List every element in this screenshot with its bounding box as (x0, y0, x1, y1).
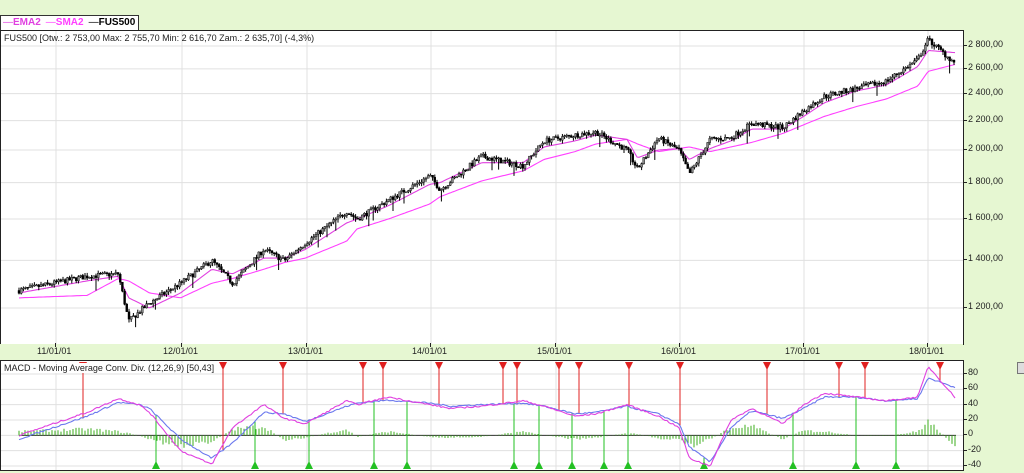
sell-arrow-icon (835, 362, 843, 370)
buy-arrow-icon (568, 461, 576, 469)
macd-panel[interactable]: MACD - Moving Average Conv. Div. (12,26,… (0, 360, 964, 471)
price-y-label: 1 200,00 (968, 301, 1004, 311)
y-tick (963, 465, 967, 466)
date-label: 14/01/01 (412, 346, 448, 356)
y-tick (963, 419, 967, 420)
legend-label: FUS500 (98, 17, 136, 28)
price-y-label: 1 400,00 (968, 253, 1004, 264)
y-tick (963, 45, 967, 46)
sell-signals (79, 362, 944, 451)
y-tick (963, 259, 967, 261)
macd-y-label: 40 (968, 397, 979, 408)
sell-arrow-icon (279, 362, 287, 370)
sell-arrow-icon (763, 362, 771, 370)
sell-arrow-icon (625, 362, 633, 370)
date-tick (430, 343, 431, 347)
price-y-label: 2 600,00 (968, 61, 1004, 72)
sell-arrow-icon (379, 362, 387, 370)
price-panel[interactable]: FUS500 [Otw.: 2 753,00 Max: 2 755,70 Min… (0, 30, 964, 345)
date-tick (55, 343, 56, 347)
buy-arrow-icon (892, 461, 900, 469)
y-tick (963, 307, 967, 308)
macd-y-label: 20 (968, 413, 979, 423)
date-tick (306, 343, 307, 347)
buy-arrow-icon (700, 461, 708, 469)
y-tick (963, 218, 967, 220)
buy-arrow-icon (624, 461, 632, 469)
date-label: 11/01/01 (37, 346, 72, 356)
sell-arrow-icon (936, 362, 944, 370)
price-y-label: 1 800,00 (968, 175, 1004, 186)
chart-legend: —EMA2 —SMA2 —FUS500 (0, 15, 140, 31)
price-chart-canvas[interactable] (1, 31, 963, 344)
legend-label: EMA2 (13, 17, 41, 28)
date-label: 17/01/01 (785, 346, 821, 356)
buy-arrow-icon (370, 461, 378, 469)
y-tick (963, 149, 967, 151)
macd-y-label: -40 (968, 459, 982, 469)
date-tick (927, 343, 928, 347)
legend-item-sma2[interactable]: —SMA2 (45, 17, 84, 28)
sell-arrow-icon (575, 362, 583, 370)
macd-chart-canvas[interactable] (1, 361, 963, 470)
price-candles (17, 35, 956, 328)
y-tick (963, 119, 967, 121)
date-label: 18/01/01 (909, 346, 945, 356)
buy-arrow-icon (600, 461, 608, 469)
date-tick (679, 343, 680, 347)
buy-arrow-icon (403, 461, 411, 469)
date-axis-band (0, 344, 963, 359)
date-label: 13/01/01 (288, 346, 324, 356)
buy-arrow-icon (251, 461, 259, 469)
sell-arrow-icon (499, 362, 507, 370)
y-tick (963, 181, 967, 183)
y-tick (963, 373, 967, 374)
y-tick (963, 434, 967, 436)
buy-arrow-icon (535, 461, 543, 469)
sell-arrow-icon (219, 362, 227, 370)
price-y-label: 2 200,00 (968, 113, 1004, 124)
sell-arrow-icon (861, 362, 869, 370)
macd-y-label: 80 (968, 367, 979, 377)
macd-y-label: 0 (968, 428, 974, 439)
legend-item-fus500[interactable]: —FUS500 (88, 17, 136, 28)
y-tick (963, 403, 967, 405)
legend-item-ema2[interactable]: —EMA2 (3, 17, 41, 28)
date-tick (555, 343, 556, 347)
y-tick (963, 449, 967, 451)
date-label: 15/01/01 (537, 346, 573, 356)
price-y-label: 1 600,00 (968, 212, 1004, 223)
sell-arrow-icon (435, 362, 443, 370)
buy-arrow-icon (852, 461, 860, 469)
sell-arrow-icon (555, 362, 563, 370)
buy-arrow-icon (152, 461, 160, 469)
panel-options-button[interactable] (1017, 362, 1024, 374)
macd-histogram (18, 419, 956, 448)
y-tick (963, 388, 967, 390)
date-tick (803, 343, 804, 347)
sell-arrow-icon (676, 362, 684, 370)
date-label: 16/01/01 (661, 346, 697, 356)
sell-arrow-icon (359, 362, 367, 370)
y-tick (963, 92, 967, 94)
date-tick (181, 343, 182, 347)
macd-y-label: -20 (968, 443, 982, 454)
y-tick (963, 67, 967, 69)
macd-panel-title: MACD - Moving Average Conv. Div. (12,26,… (4, 363, 217, 373)
price-y-label: 2 000,00 (968, 143, 1004, 154)
price-y-label: 2 800,00 (968, 39, 1004, 49)
macd-y-label: 60 (968, 382, 979, 393)
sell-arrow-icon (513, 362, 521, 370)
date-label: 12/01/01 (163, 346, 199, 356)
buy-arrow-icon (305, 461, 313, 469)
buy-arrow-icon (510, 461, 518, 469)
buy-arrow-icon (789, 461, 797, 469)
price-y-label: 2 400,00 (968, 86, 1004, 97)
legend-label: SMA2 (55, 17, 84, 28)
price-panel-title: FUS500 [Otw.: 2 753,00 Max: 2 755,70 Min… (4, 33, 315, 43)
